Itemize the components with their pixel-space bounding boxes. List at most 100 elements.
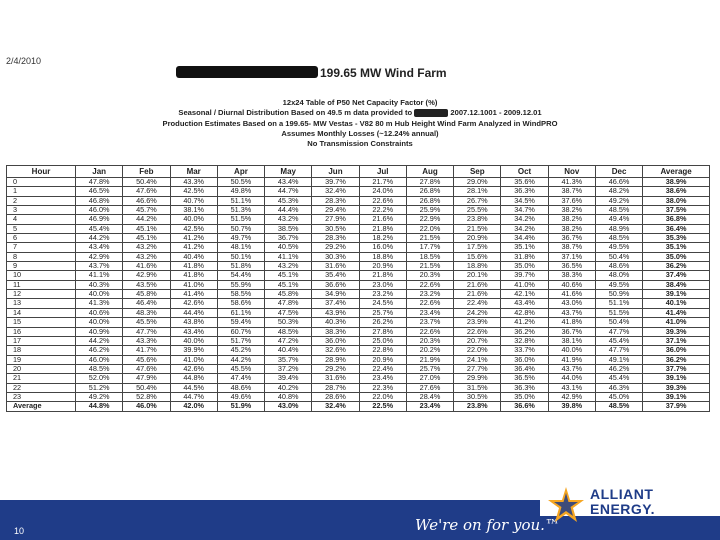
subtitle-line-5: No Transmission Constraints [307, 139, 413, 149]
title-text: 199.65 MW Wind Farm [320, 66, 447, 80]
table-row: 20 48.5% 47.6% 42.6% 45.5% 37.2% 29.2% 22.4% 25.… [5, 363, 710, 375]
table-cell: 29.2% [311, 242, 360, 253]
column-header: Oct [500, 165, 549, 178]
table-row: 3 46.0% 45.7% 38.1% 51.3% 44.4% 29.4% 22.2% 25.9… [5, 205, 710, 216]
table-cell: 41.0% [169, 354, 218, 365]
table-cell: 47.7% [122, 326, 171, 337]
table-cell: 41.2% [169, 242, 218, 253]
table-cell: 44.5% [169, 382, 218, 393]
table-row: 22 51.2% 50.4% 44.5% 48.6% 40.2% 28.7% 22.3% 27.… [5, 382, 710, 393]
table-cell: 41.8% [169, 270, 218, 281]
average-cell: 42.0% [169, 401, 218, 412]
table-cell: 35.4% [311, 270, 360, 281]
table-row: 12 40.0% 45.8% 41.4% 58.5% 45.8% 34.9% 23.2% 23.… [5, 289, 710, 300]
table-cell: 34.2% [500, 214, 549, 225]
hour-cell: 15 [5, 317, 77, 328]
table-cell: 41.0% [642, 317, 710, 328]
table-cell: 46.2% [75, 345, 124, 356]
table-cell: 48.0% [594, 270, 644, 281]
table-cell: 20.3% [405, 270, 455, 281]
table-cell: 50.4% [122, 382, 171, 393]
table-row: 14 40.6% 48.3% 44.4% 61.1% 47.5% 43.9% 25.7% 23.… [5, 307, 710, 319]
table-row: 9 43.7% 41.6% 41.8% 51.8% 43.2% 31.6% 20.9% 21.5… [5, 261, 710, 272]
table-cell: 31.6% [311, 373, 360, 384]
table-cell: 43.0% [547, 298, 596, 309]
table-cell: 47.8% [264, 298, 313, 309]
table-cell: 40.0% [75, 317, 124, 328]
table-cell: 50.3% [264, 317, 313, 328]
table-row: 5 45.4% 45.1% 42.5% 50.7% 38.5% 30.5% 21.8% 22.0… [5, 223, 710, 235]
column-header: Nov [547, 165, 596, 178]
table-cell: 38.2% [547, 214, 596, 225]
table-cell: 22.3% [358, 382, 407, 393]
table-cell: 44.2% [216, 354, 266, 365]
document-date: 2/4/2010 [6, 56, 42, 66]
table-cell: 43.8% [169, 317, 218, 328]
average-cell: 44.8% [75, 401, 124, 412]
table-cell: 20.1% [453, 270, 502, 281]
table-cell: 40.1% [642, 298, 710, 309]
column-header: Sep [453, 165, 502, 178]
average-cell: 37.9% [642, 401, 710, 412]
table-cell: 51.5% [216, 214, 266, 225]
table-cell: 21.9% [405, 354, 455, 365]
average-cell: 48.5% [594, 401, 644, 412]
table-cell: 41.1% [75, 270, 124, 281]
table-cell: 36.0% [500, 354, 549, 365]
table-cell: 27.0% [405, 373, 455, 384]
table-cell: 51.1% [594, 298, 644, 309]
table-cell: 36.2% [500, 326, 549, 337]
table-row: 19 46.0% 45.6% 41.0% 44.2% 35.7% 28.9% 20.9% 21.… [5, 354, 710, 365]
average-cell: 22.5% [358, 401, 407, 412]
hour-cell: 1 [5, 186, 77, 197]
table-cell: 41.7% [122, 345, 171, 356]
table-cell: 47.9% [122, 373, 171, 384]
table-cell: 48.6% [216, 382, 266, 393]
table-row: 21 52.0% 47.9% 44.8% 47.4% 39.4% 31.6% 23.4% 27.… [5, 373, 710, 384]
subtitle-line-2: Seasonal / Diurnal Distribution Based on… [0, 108, 720, 118]
table-cell: 42.5% [169, 186, 218, 197]
redacted-inline [414, 109, 449, 118]
table-cell: 52.0% [75, 373, 124, 384]
subtitle-line-4: Assumes Monthly Losses (~12.24% annual) [281, 128, 439, 138]
page-number: 10 [14, 526, 25, 536]
table-row: 11 40.3% 43.5% 41.0% 55.9% 45.1% 36.6% 23.0% 22.… [5, 279, 710, 291]
table-cell: 27.8% [358, 326, 407, 337]
table-cell: 20.2% [405, 345, 455, 356]
table-cell: 38.3% [311, 326, 360, 337]
table-row: 13 41.3% 46.4% 42.6% 58.6% 47.8% 37.4% 24.5% 22.… [5, 298, 710, 309]
table-cell: 40.5% [264, 242, 313, 253]
table-cell: 49.8% [216, 186, 266, 197]
table-cell: 37.4% [642, 270, 710, 281]
table-cell: 17.7% [405, 242, 455, 253]
hour-cell: 19 [5, 354, 77, 365]
table-cell: 23.7% [405, 317, 455, 328]
table-cell: 35.7% [264, 354, 313, 365]
average-cell: 51.9% [216, 401, 266, 412]
average-label: Average [5, 401, 77, 412]
table-cell: 23.9% [453, 317, 502, 328]
seasonal-suffix: 2007.12.1001 - 2009.12.01 [450, 108, 542, 118]
table-cell: 43.2% [264, 214, 313, 225]
table-cell: 45.4% [594, 373, 644, 384]
table-cell: 44.0% [547, 373, 596, 384]
average-cell: 39.8% [547, 401, 596, 412]
table-row: 15 40.0% 45.5% 43.8% 59.4% 50.3% 40.3% 26.2% 23.… [5, 317, 710, 328]
column-header: Feb [122, 165, 171, 178]
capacity-factor-table: Hour Jan Feb Mar Apr May Jun Jul Aug Sep Oct Nov Dec… [5, 165, 710, 412]
company-logo-text: ALLIANT ENERGY. [590, 487, 655, 517]
table-cell: 40.0% [547, 345, 596, 356]
table-cell: 40.4% [264, 345, 313, 356]
table-cell: 39.7% [500, 270, 549, 281]
table-cell: 23.4% [358, 373, 407, 384]
table-cell: 35.1% [500, 242, 549, 253]
table-cell: 29.9% [453, 373, 502, 384]
table-cell: 40.9% [75, 326, 124, 337]
table-cell: 22.6% [405, 298, 455, 309]
table-cell: 42.9% [122, 270, 171, 281]
table-cell: 36.3% [500, 186, 549, 197]
column-header: Jun [311, 165, 360, 178]
column-header: Aug [405, 165, 455, 178]
table-row: 10 41.1% 42.9% 41.8% 54.4% 45.1% 35.4% 21.8% 20.… [5, 270, 710, 281]
subtitle-block: 12x24 Table of P50 Net Capacity Factor (… [0, 98, 720, 149]
